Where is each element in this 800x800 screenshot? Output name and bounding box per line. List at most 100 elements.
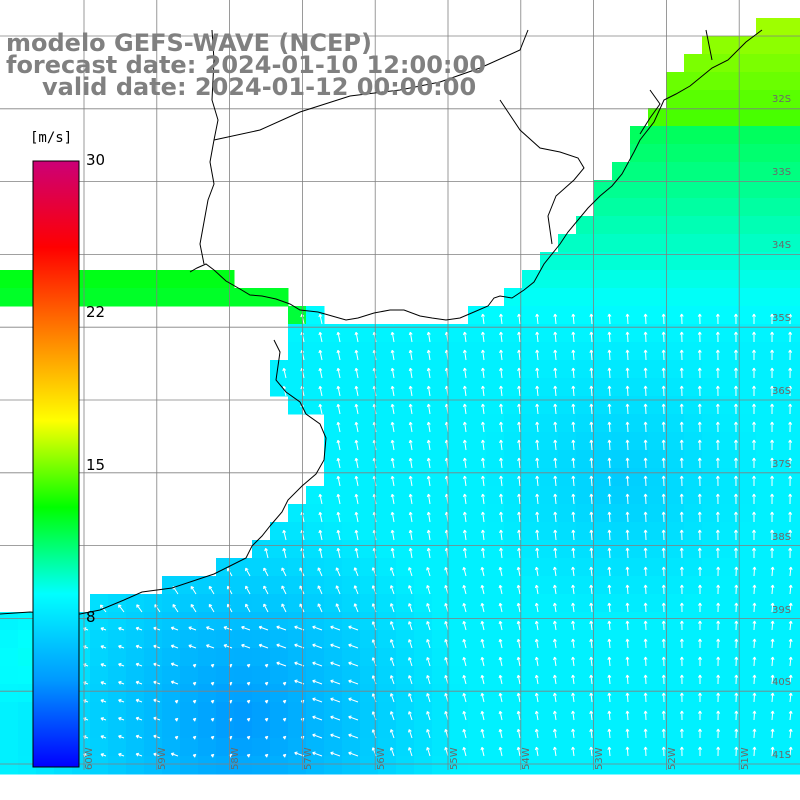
wind-arrow [734,566,739,577]
wind-cell [270,666,289,685]
wind-cell [720,198,739,217]
wind-arrow [462,349,467,361]
wind-cell [162,288,181,307]
wind-cell [684,414,703,433]
wind-cell [126,702,145,721]
wind-arrow [444,620,449,631]
wind-cell [612,324,631,343]
wind-cell [324,684,343,703]
wind-cell [756,594,775,613]
wind-cell [360,738,379,757]
wind-cell [738,360,757,379]
wind-cell [450,522,469,541]
wind-cell [414,486,433,505]
wind-cell [576,738,595,757]
wind-cell [504,630,523,649]
wind-cell [288,324,307,343]
wind-arrow [330,625,341,631]
wind-cell [432,540,451,559]
wind-cell [612,594,631,613]
wind-cell [792,414,800,433]
wind-cell [396,720,415,739]
wind-cell [612,270,631,289]
wind-cell [738,288,757,307]
wind-cell [378,594,397,613]
wind-arrow [552,674,557,685]
wind-cell [396,684,415,703]
wind-cell [288,720,307,739]
wind-cell [666,306,685,325]
wind-arrow [135,734,143,739]
wind-arrow [571,457,576,469]
wind-cell [324,396,343,415]
wind-cell [504,432,523,451]
wind-arrow [462,403,467,415]
wind-cell [648,576,667,595]
wind-arrow [516,656,521,667]
wind-cell [684,504,703,523]
wind-cell [612,288,631,307]
wind-arrow [625,674,630,685]
lon-label: 52W [667,747,678,770]
wind-arrow [571,656,576,667]
wind-cell [522,342,541,361]
wind-cell [54,612,73,631]
wind-cell [486,306,505,325]
wind-cell [468,630,487,649]
wind-cell [468,486,487,505]
wind-cell [792,576,800,595]
wind-cell [792,198,800,217]
wind-arrow [770,529,775,541]
wind-arrow [752,638,757,649]
wind-cell [162,738,181,757]
wind-arrow [408,547,413,559]
wind-cell [270,540,289,559]
wind-cell [576,684,595,703]
wind-cell [486,756,505,775]
wind-arrow [534,692,539,703]
wind-arrow [715,349,720,361]
wind-arrow [535,385,540,397]
wind-cell [630,270,649,289]
wind-cell [738,486,757,505]
wind-cell [666,396,685,415]
wind-arrow [661,584,666,595]
wind-arrow [408,747,413,757]
wind-arrow [354,349,359,361]
wind-cell [576,630,595,649]
wind-cell [702,234,721,253]
wind-arrow [552,710,557,721]
wind-arrow [190,567,197,577]
river-uruguay [199,29,219,265]
wind-arrow [553,367,558,379]
wind-arrow [499,547,503,559]
wind-cell [0,738,19,757]
wind-cell [774,108,793,127]
wind-cell [144,270,163,289]
wind-cell [306,324,325,343]
wind-arrow [390,511,395,523]
wind-arrow [336,385,341,397]
wind-cell [324,324,343,343]
lon-label: 54W [521,747,532,770]
wind-cell [180,288,199,307]
wind-arrow [607,313,612,325]
wind-cell [756,612,775,631]
wind-cell [558,378,577,397]
wind-arrow [661,710,666,721]
wind-cell [720,756,739,775]
wind-cell [738,72,757,91]
wind-arrow [752,728,757,739]
wind-arrow [552,566,557,577]
wind-arrow [697,331,702,343]
wind-arrow [516,638,521,649]
wind-arrow [715,529,720,541]
wind-cell [666,720,685,739]
wind-arrow [335,567,341,577]
wind-cell [342,486,361,505]
wind-cell [756,666,775,685]
wind-cell [378,540,397,559]
wind-arrow [733,547,738,559]
wind-arrow [462,584,467,595]
wind-arrow [679,493,684,505]
